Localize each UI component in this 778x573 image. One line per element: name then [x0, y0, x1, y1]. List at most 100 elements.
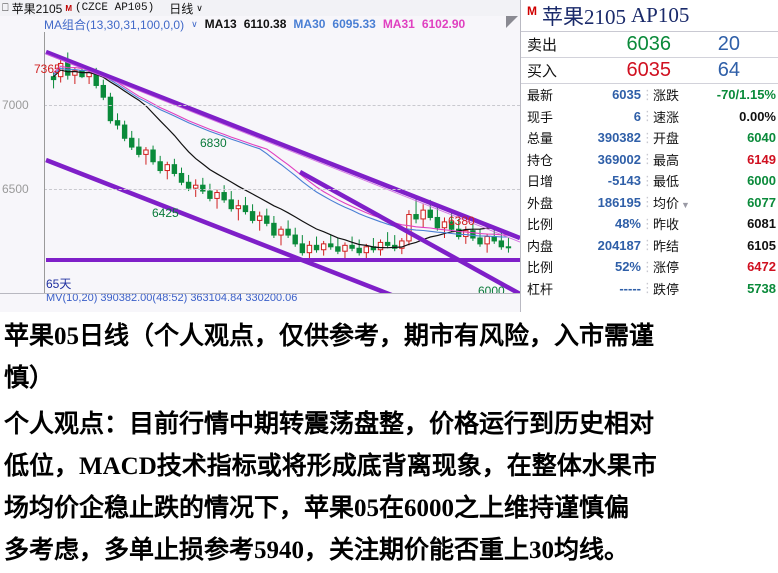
price-axis-line	[44, 32, 45, 294]
quote-key-left: 日增	[527, 174, 554, 190]
ask-label: 卖出	[527, 37, 558, 54]
bid-label: 买入	[527, 63, 558, 80]
commentary-heading-line: 苹果05日线（个人观点，仅供参考，期市有风险，入市需谨	[4, 323, 655, 350]
ask-price: 6036	[626, 33, 672, 55]
quote-row: 最新 6035 ⋮ 涨跌 -70/1.15%	[527, 84, 778, 106]
quote-row: 现手 6 ⋮ 速涨 0.00%	[527, 106, 778, 128]
quote-key-left: 杠杆	[527, 281, 554, 297]
quote-value-left: 6035	[612, 87, 641, 103]
quote-value-right: 6000	[747, 173, 776, 189]
quote-key-right: 最高	[653, 152, 680, 168]
ask-volume: 20	[717, 33, 740, 55]
commentary-panel: 苹果05日线（个人观点，仅供参考，期市有风险，入市需谨 慎） 个人观点：目前行情中…	[0, 312, 778, 573]
quote-row: 持仓 369002 ⋮ 最高 6149	[527, 149, 778, 171]
chevron-down-icon[interactable]: ∨	[196, 2, 203, 13]
quote-row: 日增 -5143 ⋮ 最低 6000	[527, 170, 778, 192]
quote-value-right: 6105	[747, 237, 776, 253]
quote-value-left: 186195	[597, 194, 641, 210]
volume-indicator-bar[interactable]: MV(10,20) 390382.00(48:52) 363104.84 330…	[0, 293, 520, 312]
main-contract-flag: M	[65, 3, 72, 13]
gridline-7000	[44, 105, 520, 106]
quote-row: 总量 390382 ⋮ 开盘 6040	[527, 127, 778, 149]
instrument-name: 苹果2105	[11, 1, 63, 16]
commentary-body-line: 多考虑，多单止损参考5940，关注期价能否重上30均线。	[4, 537, 630, 564]
chart-plot-area[interactable]: 7000 6500 7365 6830	[0, 32, 520, 312]
volume-indicator-text: MV(10,20) 390382.00(48:52) 363104.84 330…	[46, 293, 298, 304]
quote-key-right: 涨停	[653, 260, 680, 276]
panel-corner-marker	[506, 16, 518, 28]
period-label[interactable]: 日线	[169, 1, 194, 16]
ask-row: 卖出 6036 20	[521, 32, 778, 58]
ytick-6500: 6500	[2, 182, 29, 196]
candlestick-chart-panel[interactable]: MA组合(13,30,31,100,0,0) ∨ MA13 6110.38 MA…	[0, 16, 520, 312]
quote-key-left: 比例	[527, 260, 554, 276]
quote-key-left: 持仓	[527, 152, 554, 168]
quote-key-right: 最低	[653, 174, 680, 190]
row-divider: ⋮	[641, 237, 654, 253]
quote-value-right: 6081	[747, 216, 776, 232]
quote-key-right: 跌停	[653, 281, 680, 297]
quote-key-right: 涨跌	[653, 88, 680, 104]
row-divider: ⋮	[641, 258, 654, 274]
quote-detail-rows: 最新 6035 ⋮ 涨跌 -70/1.15% 现手 6 ⋮ 速涨 0.00% 总量 390382 ⋮ 开盘…	[521, 84, 778, 299]
quote-key-right[interactable]: 均价 ▼	[653, 195, 690, 211]
quote-key-right: 昨收	[653, 217, 680, 233]
gridline-6500	[44, 189, 520, 190]
window-restore-icon[interactable]: ⎕	[2, 1, 9, 14]
commentary-body-line: 低位，MACD技术指标或将形成底背离现象，在整体水果市	[4, 453, 657, 480]
quote-row: 杠杆 ----- ⋮ 跌停 5738	[527, 278, 778, 300]
quote-value-left: 369002	[597, 151, 641, 167]
quote-key-left: 最新	[527, 88, 554, 104]
quote-row: 内盘 204187 ⋮ 昨结 6105	[527, 235, 778, 257]
ma30-value: 6095.33	[332, 17, 376, 31]
commentary-body-line: 场均价企稳止跌的情况下，苹果05在6000之上维持谨慎偏	[4, 495, 630, 522]
bid-price: 6035	[626, 59, 672, 81]
ma-chevron-down-icon[interactable]: ∨	[191, 18, 198, 29]
quote-value-right: 6149	[747, 151, 776, 167]
ma13-label: MA13	[204, 17, 237, 31]
row-divider: ⋮	[641, 151, 654, 167]
quote-panel: M 苹果2105 AP105 卖出 6036 20 买入 6035 64 最新 6…	[520, 0, 778, 312]
row-divider: ⋮	[641, 215, 654, 231]
quote-key-left: 外盘	[527, 195, 554, 211]
quote-header: M 苹果2105 AP105	[521, 0, 778, 32]
row-divider: ⋮	[641, 129, 654, 145]
price-tag-high: 7365	[34, 62, 61, 76]
quote-value-left: -----	[619, 280, 641, 296]
ma-legend: MA组合(13,30,31,100,0,0) ∨ MA13 6110.38 MA…	[44, 16, 465, 32]
row-divider: ⋮	[641, 280, 654, 296]
visible-bars-label: 65天	[46, 277, 72, 291]
commentary-heading: 苹果05日线（个人观点，仅供参考，期市有风险，入市需谨 慎）	[4, 316, 772, 400]
quote-key-right: 昨结	[653, 238, 680, 254]
quote-key-left: 比例	[527, 217, 554, 233]
chevron-down-icon[interactable]: ▼	[681, 199, 690, 210]
quote-value-right: 6472	[747, 259, 776, 275]
quote-value-right: 0.00%	[739, 108, 776, 124]
bid-row: 买入 6035 64	[521, 58, 778, 84]
quote-key-left: 总量	[527, 131, 554, 147]
quote-value-left: 204187	[597, 237, 641, 253]
quote-row: 比例 48% ⋮ 昨收 6081	[527, 213, 778, 235]
commentary-body-line: 个人观点：目前行情中期转震荡盘整，价格运行到历史相对	[4, 411, 655, 438]
commentary-heading-line: 慎）	[4, 365, 55, 392]
quote-value-left: 390382	[597, 130, 641, 146]
row-divider: ⋮	[641, 172, 654, 188]
quote-value-right: -70/1.15%	[716, 87, 776, 103]
quote-key-left: 现手	[527, 109, 554, 125]
quote-row: 外盘 186195 ⋮ 均价 ▼ 6077	[527, 192, 778, 214]
row-divider: ⋮	[641, 108, 654, 124]
commentary-body: 个人观点：目前行情中期转震荡盘整，价格运行到历史相对 低位，MACD技术指标或将形…	[4, 404, 772, 572]
bid-volume: 64	[717, 59, 740, 81]
ma31-value: 6102.90	[421, 17, 466, 31]
chart-title-bar: ⎕ 苹果2105 M (CZCE AP105) 日线 ∨	[0, 0, 520, 16]
row-divider: ⋮	[641, 194, 654, 210]
row-divider: ⋮	[641, 86, 654, 102]
price-tag-peak: 6380	[448, 214, 475, 228]
quote-value-right: 6040	[747, 130, 776, 146]
ma-combo-label[interactable]: MA组合(13,30,31,100,0,0)	[44, 17, 185, 32]
chart-graphics	[45, 49, 520, 294]
quote-value-left: 6	[633, 108, 641, 124]
price-tag-mid: 6830	[200, 136, 227, 150]
quote-value-left: -5143	[607, 173, 641, 189]
